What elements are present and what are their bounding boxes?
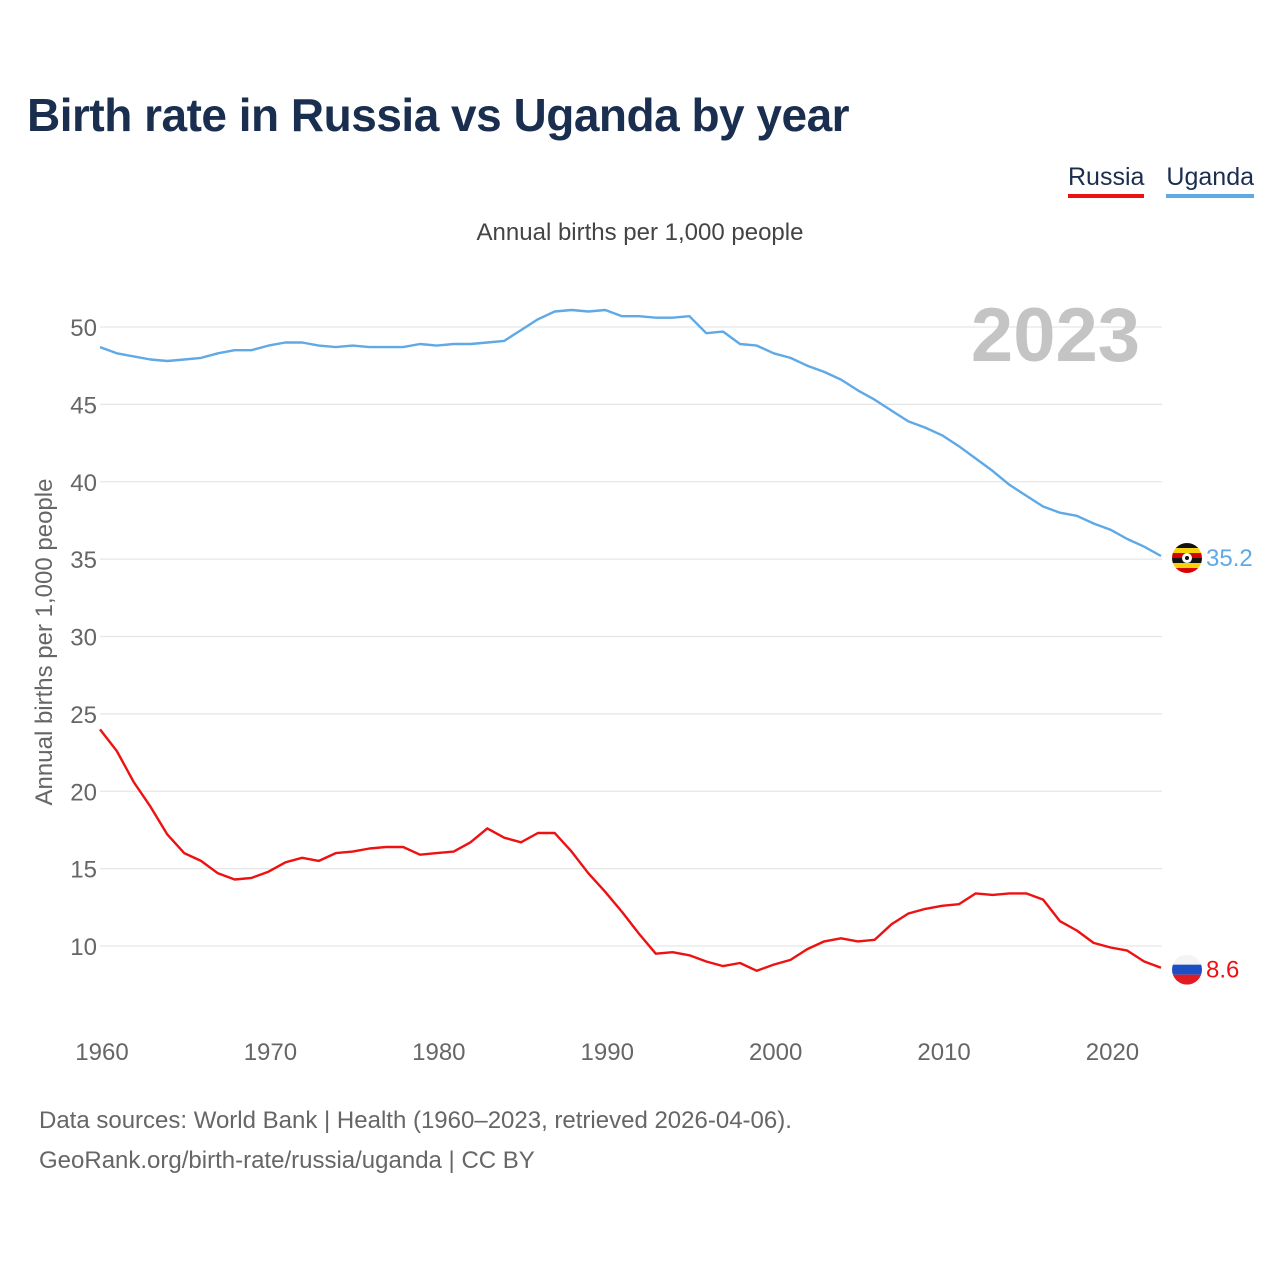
x-tick-label: 1970 (244, 1039, 297, 1066)
y-tick-label: 20 (70, 779, 97, 806)
y-tick-label: 35 (70, 547, 97, 574)
y-tick-label: 40 (70, 470, 97, 497)
y-tick-label: 50 (70, 315, 97, 342)
y-tick-labels: 10 15 20 25 30 35 40 45 50 (70, 315, 97, 961)
y-tick-label: 25 (70, 702, 97, 729)
legend-item-russia[interactable]: Russia (1068, 163, 1145, 198)
series-lines (99, 308, 1162, 972)
x-tick-label: 2020 (1086, 1039, 1139, 1066)
y-tick-label: 10 (70, 934, 97, 961)
uganda-flag-icon (1172, 543, 1202, 574)
x-tick-label: 2000 (749, 1039, 802, 1066)
x-tick-label: 1990 (581, 1039, 634, 1066)
year-watermark: 2023 (971, 293, 1140, 378)
chart-subtitle: Annual births per 1,000 people (477, 219, 804, 246)
x-tick-label: 2010 (917, 1039, 970, 1066)
series-line-uganda[interactable] (99, 308, 1162, 558)
x-tick-labels: 1960 1970 1980 1990 2000 2010 2020 (75, 1039, 1139, 1066)
end-value-label-uganda: 35.2 (1206, 545, 1253, 572)
y-tick-label: 30 (70, 625, 97, 652)
russia-flag-icon (1172, 954, 1202, 985)
end-value-label-russia: 8.6 (1206, 957, 1239, 984)
y-tick-label: 45 (70, 392, 97, 419)
legend-item-uganda[interactable]: Uganda (1166, 163, 1254, 198)
x-tick-label: 1980 (412, 1039, 465, 1066)
y-axis-label: Annual births per 1,000 people (31, 479, 58, 806)
source-note: Data sources: World Bank | Health (1960–… (39, 1107, 792, 1134)
series-line-russia[interactable] (99, 728, 1162, 972)
credit-note: GeoRank.org/birth-rate/russia/uganda | C… (39, 1147, 535, 1174)
gridlines (100, 326, 1162, 947)
legend: Russia Uganda (1068, 163, 1254, 198)
x-tick-label: 1960 (75, 1039, 128, 1066)
y-tick-label: 15 (70, 857, 97, 884)
end-markers: 8.6 35.2 (1172, 543, 1253, 985)
chart-title: Birth rate in Russia vs Uganda by year (27, 89, 850, 141)
